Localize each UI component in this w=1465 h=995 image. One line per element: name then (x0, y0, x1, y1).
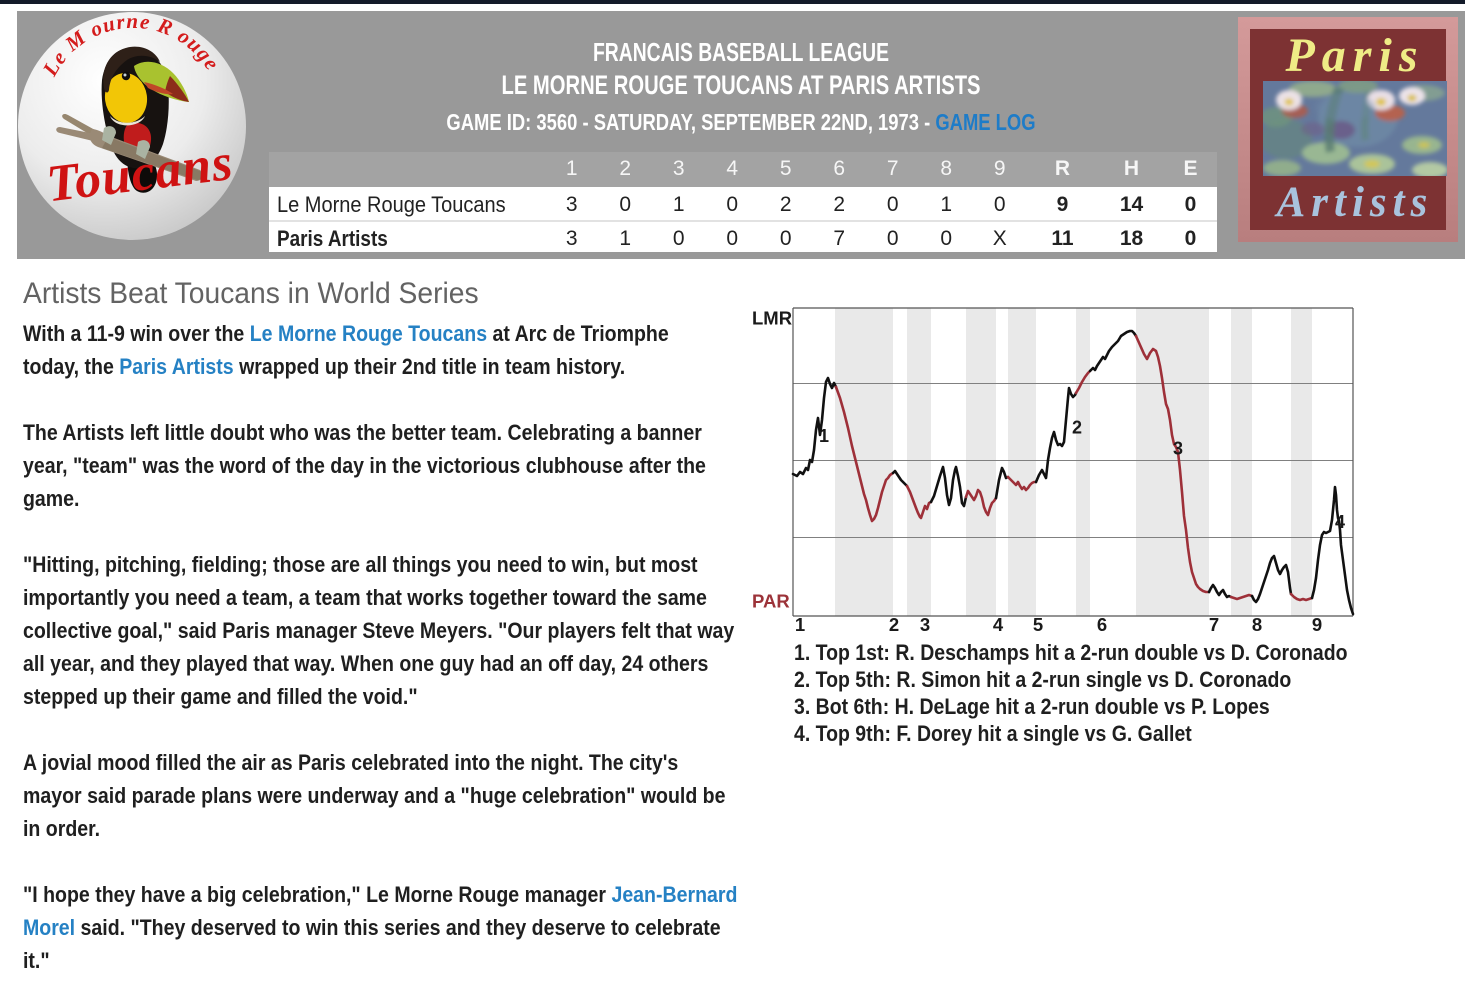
svg-text:1: 1 (819, 426, 829, 446)
svg-text:3: 3 (920, 614, 930, 635)
svg-text:LMR: LMR (752, 308, 792, 329)
svg-text:7: 7 (1209, 614, 1219, 635)
svg-text:2: 2 (1072, 418, 1082, 438)
svg-text:5: 5 (1033, 614, 1043, 635)
svg-text:Paris: Paris (1284, 29, 1424, 82)
svg-text:6: 6 (1097, 614, 1107, 635)
svg-text:1: 1 (795, 614, 805, 635)
svg-text:2: 2 (889, 614, 899, 635)
svg-text:Artists: Artists (1274, 179, 1434, 226)
svg-text:3: 3 (1173, 439, 1183, 459)
svg-text:PAR: PAR (752, 591, 790, 612)
svg-text:8: 8 (1252, 614, 1262, 635)
svg-text:4: 4 (993, 614, 1004, 635)
svg-text:9: 9 (1312, 614, 1322, 635)
svg-text:4: 4 (1335, 512, 1345, 532)
